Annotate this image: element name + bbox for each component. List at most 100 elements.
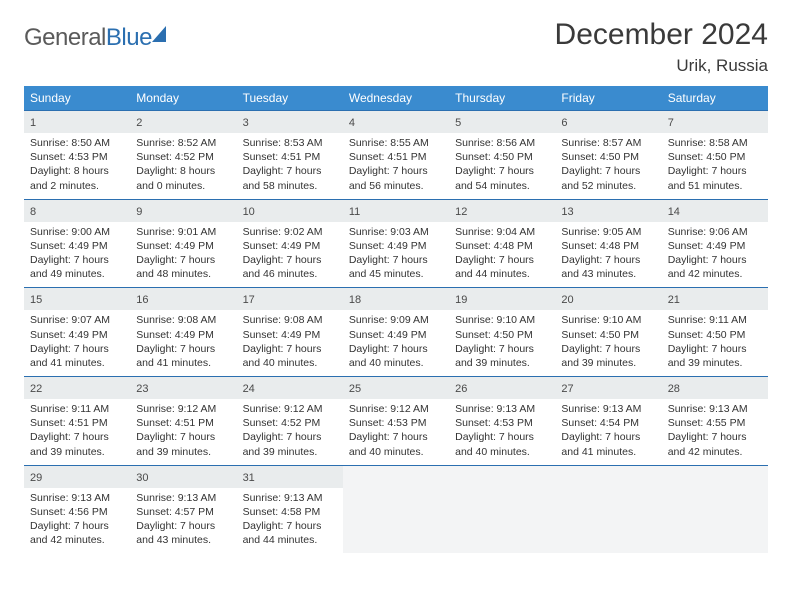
day-number-bar: 16 [130,287,236,310]
day-number: 24 [243,383,255,395]
day-number: 2 [136,117,142,129]
page-subtitle: Urik, Russia [555,56,768,76]
day-info: Sunrise: 9:12 AMSunset: 4:53 PMDaylight:… [343,399,449,465]
day-number: 16 [136,294,148,306]
day-info: Sunrise: 9:07 AMSunset: 4:49 PMDaylight:… [24,310,130,376]
day-number: 18 [349,294,361,306]
day-number-bar: 25 [343,376,449,399]
day-number: 13 [561,206,573,218]
day-info: Sunrise: 9:04 AMSunset: 4:48 PMDaylight:… [449,222,555,288]
day-info: Sunrise: 9:06 AMSunset: 4:49 PMDaylight:… [662,222,768,288]
calendar-cell: 5Sunrise: 8:56 AMSunset: 4:50 PMDaylight… [449,110,555,199]
day-info: Sunrise: 9:11 AMSunset: 4:51 PMDaylight:… [24,399,130,465]
day-number-bar: 15 [24,287,130,310]
day-number-bar: 20 [555,287,661,310]
day-info: Sunrise: 9:09 AMSunset: 4:49 PMDaylight:… [343,310,449,376]
empty-cell [449,465,555,554]
day-number: 31 [243,472,255,484]
day-number: 4 [349,117,355,129]
day-number-bar: 13 [555,199,661,222]
calendar-row: 15 Sunrise: 9:07 AMSunset: 4:49 PMDayligh… [24,287,768,376]
day-info: Sunrise: 9:13 AMSunset: 4:57 PMDaylight:… [130,488,236,554]
calendar-cell: 29Sunrise: 9:13 AMSunset: 4:56 PMDayligh… [24,465,130,554]
calendar-cell: 24Sunrise: 9:12 AMSunset: 4:52 PMDayligh… [237,376,343,465]
day-number-bar: 5 [449,110,555,133]
day-info: Sunrise: 9:13 AMSunset: 4:55 PMDaylight:… [662,399,768,465]
calendar-cell: 14 Sunrise: 9:06 AMSunset: 4:49 PMDayligh… [662,199,768,288]
day-number-bar: 12 [449,199,555,222]
day-info: Sunrise: 9:01 AMSunset: 4:49 PMDaylight:… [130,222,236,288]
day-number-bar: 18 [343,287,449,310]
day-number: 5 [455,117,461,129]
title-block: December 2024 Urik, Russia [555,18,768,76]
day-number: 30 [136,472,148,484]
day-number-bar: 3 [237,110,343,133]
empty-cell [662,465,768,554]
day-number: 14 [668,206,680,218]
calendar-cell: 30 Sunrise: 9:13 AMSunset: 4:57 PMDayligh… [130,465,236,554]
calendar-cell: 28 Sunrise: 9:13 AMSunset: 4:55 PMDayligh… [662,376,768,465]
day-info: Sunrise: 8:55 AMSunset: 4:51 PMDaylight:… [343,133,449,199]
day-number: 7 [668,117,674,129]
day-number-bar: 10 [237,199,343,222]
empty-cell [343,465,449,554]
day-info: Sunrise: 8:57 AMSunset: 4:50 PMDaylight:… [555,133,661,199]
day-info: Sunrise: 8:58 AMSunset: 4:50 PMDaylight:… [662,133,768,199]
day-number-bar: 24 [237,376,343,399]
calendar-row: 29Sunrise: 9:13 AMSunset: 4:56 PMDayligh… [24,465,768,554]
day-number-bar: 7 [662,110,768,133]
day-number-bar: 26 [449,376,555,399]
calendar-cell: 3Sunrise: 8:53 AMSunset: 4:51 PMDaylight… [237,110,343,199]
logo: GeneralBlue [24,18,166,52]
calendar-cell: 17 Sunrise: 9:08 AMSunset: 4:49 PMDayligh… [237,287,343,376]
calendar-cell: 20 Sunrise: 9:10 AMSunset: 4:50 PMDayligh… [555,287,661,376]
day-number: 20 [561,294,573,306]
calendar-cell: 25 Sunrise: 9:12 AMSunset: 4:53 PMDayligh… [343,376,449,465]
day-number: 9 [136,206,142,218]
calendar-cell: 7 Sunrise: 8:58 AMSunset: 4:50 PMDaylight… [662,110,768,199]
weekday-header: Friday [555,86,661,110]
day-info: Sunrise: 9:08 AMSunset: 4:49 PMDaylight:… [237,310,343,376]
day-number-bar: 8 [24,199,130,222]
day-info: Sunrise: 9:10 AMSunset: 4:50 PMDaylight:… [555,310,661,376]
calendar-cell: 6 Sunrise: 8:57 AMSunset: 4:50 PMDaylight… [555,110,661,199]
weekday-header: Tuesday [237,86,343,110]
calendar-row: 22 Sunrise: 9:11 AMSunset: 4:51 PMDayligh… [24,376,768,465]
calendar-cell: 15 Sunrise: 9:07 AMSunset: 4:49 PMDayligh… [24,287,130,376]
day-info: Sunrise: 9:10 AMSunset: 4:50 PMDaylight:… [449,310,555,376]
day-number-bar: 29 [24,465,130,488]
page-title: December 2024 [555,18,768,52]
calendar-cell: 1Sunrise: 8:50 AMSunset: 4:53 PMDaylight… [24,110,130,199]
calendar-cell: 22 Sunrise: 9:11 AMSunset: 4:51 PMDayligh… [24,376,130,465]
day-number-bar: 9 [130,199,236,222]
day-number: 25 [349,383,361,395]
day-number: 1 [30,117,36,129]
day-number-bar: 6 [555,110,661,133]
calendar-cell: 2 Sunrise: 8:52 AMSunset: 4:52 PMDaylight… [130,110,236,199]
logo-word1: General [24,24,106,51]
header: GeneralBlue December 2024 Urik, Russia [24,18,768,76]
day-info: Sunrise: 9:00 AMSunset: 4:49 PMDaylight:… [24,222,130,288]
day-number: 8 [30,206,36,218]
calendar-cell: 27Sunrise: 9:13 AMSunset: 4:54 PMDayligh… [555,376,661,465]
day-number: 22 [30,383,42,395]
day-info: Sunrise: 8:52 AMSunset: 4:52 PMDaylight:… [130,133,236,199]
day-number-bar: 17 [237,287,343,310]
day-number: 15 [30,294,42,306]
day-info: Sunrise: 9:03 AMSunset: 4:49 PMDaylight:… [343,222,449,288]
day-number: 28 [668,383,680,395]
logo-text: GeneralBlue [24,24,152,52]
logo-triangle-icon [152,26,166,42]
calendar-cell: 4 Sunrise: 8:55 AMSunset: 4:51 PMDaylight… [343,110,449,199]
day-number: 17 [243,294,255,306]
calendar-cell: 31Sunrise: 9:13 AMSunset: 4:58 PMDayligh… [237,465,343,554]
day-number: 12 [455,206,467,218]
day-info: Sunrise: 9:08 AMSunset: 4:49 PMDaylight:… [130,310,236,376]
day-number: 26 [455,383,467,395]
day-number-bar: 2 [130,110,236,133]
day-info: Sunrise: 9:05 AMSunset: 4:48 PMDaylight:… [555,222,661,288]
day-info: Sunrise: 9:13 AMSunset: 4:54 PMDaylight:… [555,399,661,465]
day-number: 23 [136,383,148,395]
calendar-cell [343,465,449,554]
day-number: 6 [561,117,567,129]
